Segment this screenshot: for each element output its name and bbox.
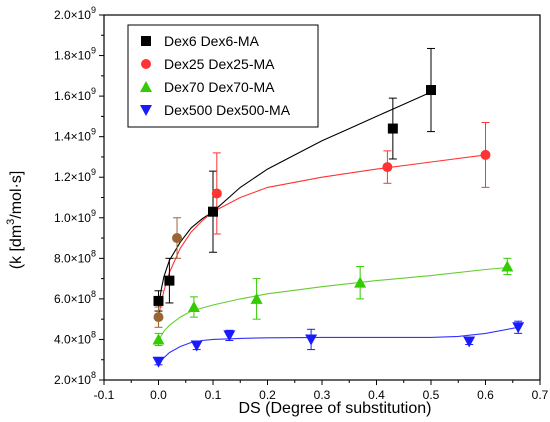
- y-tick-label: 6.0×108: [54, 289, 96, 306]
- y-tick-label: 2.0×109: [54, 5, 96, 22]
- data-point: [501, 260, 514, 272]
- y-tick-label: 1.4×109: [54, 127, 96, 144]
- data-point: [164, 275, 175, 286]
- x-tick-label: 0.5: [423, 388, 440, 402]
- data-point: [140, 81, 152, 92]
- data-point: [512, 322, 525, 334]
- svg-text:(k [dm3/mol·s]: (k [dm3/mol·s]: [5, 171, 25, 270]
- data-point: [153, 295, 164, 306]
- data-point: [187, 301, 200, 312]
- data-point: [211, 188, 222, 199]
- legend-label: Dex6 Dex6-MA: [164, 33, 260, 49]
- x-tick-label: 0.3: [314, 388, 331, 402]
- fit-curves: [157, 91, 519, 365]
- fit-curve: [157, 154, 486, 318]
- x-tick-label: 0.6: [477, 388, 494, 402]
- data-point: [223, 330, 236, 342]
- axes: -0.1 0.0 0.1 0.2 0.3 0.4 0.5 0.6 0.7 2.0×108 4.0×1…: [54, 5, 549, 402]
- y-tick-label: 4.0×108: [54, 329, 96, 346]
- y-axis-title-sup: 3: [5, 219, 17, 225]
- data-point: [152, 356, 165, 368]
- legend-label: Dex25 Dex25-MA: [164, 56, 275, 72]
- fit-curve: [158, 266, 508, 341]
- y-tick-label: 1.2×109: [54, 167, 96, 184]
- fit-curve: [157, 91, 432, 308]
- data-point: [426, 85, 436, 96]
- y-tick-label: 8.0×108: [54, 248, 96, 265]
- x-tick-label: 0.7: [532, 388, 549, 402]
- y-tick-label: 1.0×109: [54, 208, 96, 225]
- legend-label: Dex500 Dex500-MA: [164, 102, 291, 118]
- data-point: [354, 276, 367, 288]
- fit-curve: [158, 326, 519, 365]
- data-point: [250, 292, 263, 304]
- data-point: [480, 149, 491, 160]
- y-tick-label: 1.6×109: [54, 86, 96, 103]
- data-point: [382, 162, 393, 173]
- data-point: [140, 105, 152, 116]
- data-point: [141, 59, 151, 69]
- data-point: [208, 206, 218, 217]
- y-tick-label: 2.0×108: [54, 370, 96, 387]
- data-point: [141, 36, 151, 46]
- x-tick-label: -0.1: [94, 388, 115, 402]
- data-point: [152, 333, 165, 345]
- data-points: [152, 85, 525, 368]
- y-axis-title-main: (k [dm: [8, 225, 25, 269]
- data-point: [463, 336, 476, 348]
- x-tick-label: 0.1: [205, 388, 222, 402]
- y-tick-label: 1.8×109: [54, 46, 96, 63]
- x-axis-title: DS (Degree of substitution): [239, 400, 432, 417]
- data-point: [305, 334, 318, 346]
- x-tick-label: 0.2: [259, 388, 276, 402]
- x-tick-label: 0.0: [150, 388, 167, 402]
- legend: Dex6 Dex6-MA Dex25 Dex25-MA Dex70 Dex70-MA…: [127, 24, 319, 128]
- data-point: [172, 233, 183, 244]
- y-axis-title: (k [dm3/mol·s]: [5, 171, 25, 270]
- data-point: [153, 312, 164, 323]
- data-point: [190, 340, 203, 352]
- legend-box: [127, 24, 319, 128]
- y-axis-title-rest: /mol·s]: [8, 171, 25, 219]
- x-tick-label: 0.4: [368, 388, 385, 402]
- legend-label: Dex70 Dex70-MA: [164, 79, 275, 95]
- data-point: [387, 123, 398, 134]
